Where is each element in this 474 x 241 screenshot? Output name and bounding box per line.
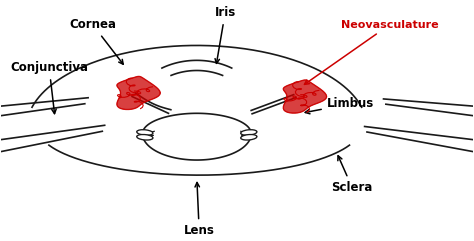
Polygon shape	[283, 80, 327, 113]
Ellipse shape	[137, 134, 153, 140]
Ellipse shape	[241, 130, 257, 135]
Ellipse shape	[241, 134, 257, 140]
Text: Limbus: Limbus	[305, 97, 374, 114]
Ellipse shape	[137, 130, 153, 135]
Polygon shape	[117, 76, 160, 109]
Text: Lens: Lens	[184, 182, 215, 237]
Text: Iris: Iris	[215, 6, 236, 63]
Text: Sclera: Sclera	[331, 156, 373, 194]
Text: Conjunctiva: Conjunctiva	[10, 61, 88, 114]
Text: Neovasculature: Neovasculature	[304, 20, 438, 84]
Text: Cornea: Cornea	[69, 18, 123, 64]
